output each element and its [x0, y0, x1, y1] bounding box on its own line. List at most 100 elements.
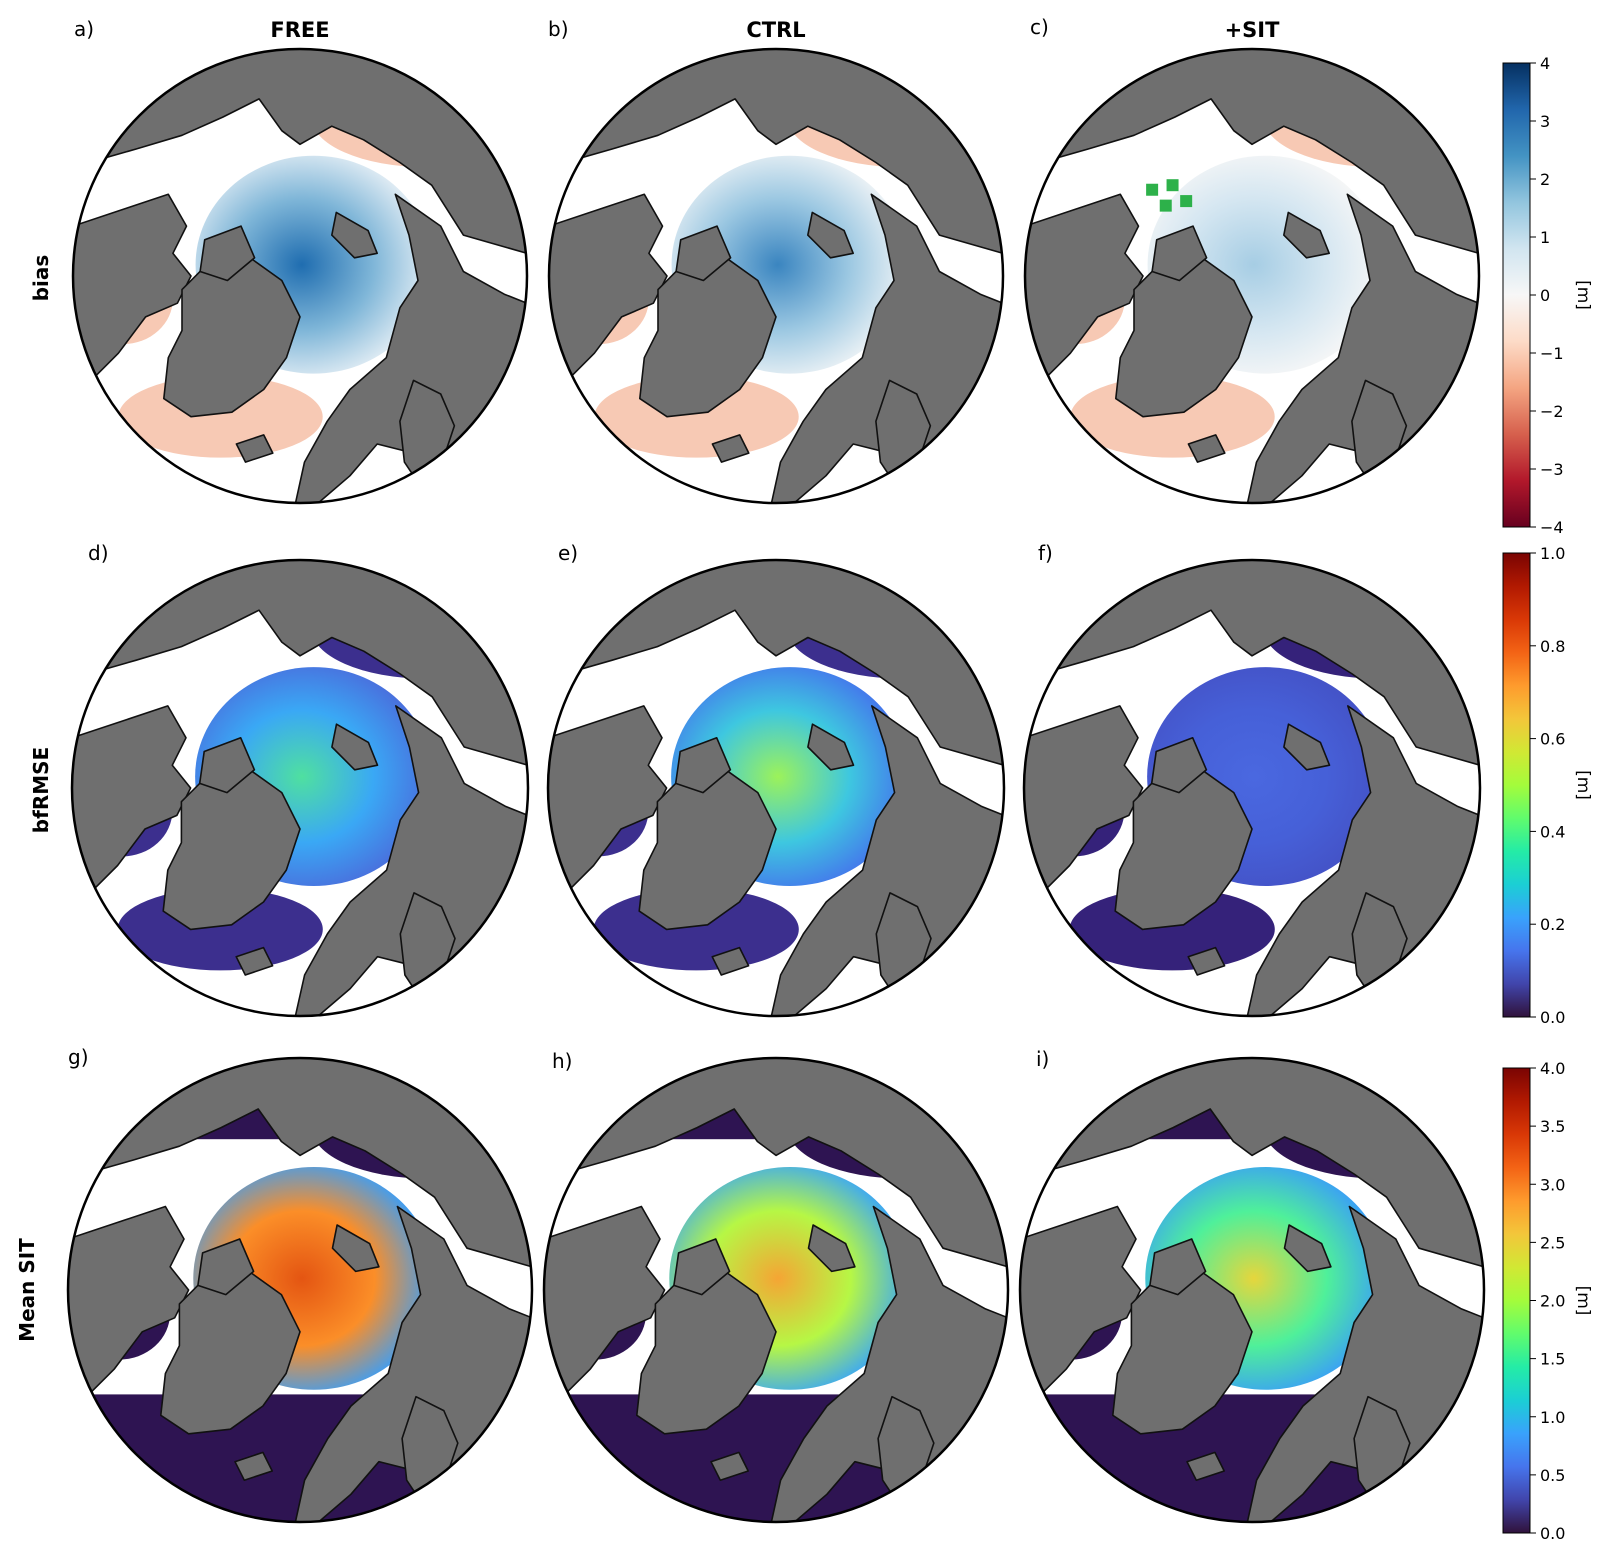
colorbar-tick-label: 3.5 [1540, 1117, 1565, 1136]
land-iceland [711, 946, 750, 976]
panel-label-b: b) [548, 17, 569, 41]
land-islands [1151, 225, 1208, 282]
colorbar-tick-label: −2 [1540, 402, 1564, 421]
land-iceland [711, 434, 750, 463]
map-boundary [542, 1056, 1010, 1524]
polar-map-b [549, 49, 1003, 503]
land-iceland [235, 434, 274, 463]
land-islands [198, 736, 256, 794]
observation-marker-4 [1180, 195, 1193, 208]
observation-marker-2 [1166, 179, 1179, 192]
land-islands [197, 1238, 255, 1296]
land-barentsIsl [1283, 211, 1330, 259]
land-islands [675, 225, 732, 282]
land-siberia [1020, 1058, 1484, 1268]
map-boundary [1022, 558, 1482, 1018]
land-barentsIsl [331, 723, 379, 771]
row-label-bias: bias [29, 255, 53, 302]
colorbar-tick-label: 0.5 [1540, 1466, 1565, 1485]
land-siberia [72, 560, 528, 767]
observation-marker-1 [1146, 183, 1159, 196]
colorbar-bfrmse: 1.0 0.8 0.6 0.4 0.2 0.0 [m] [1502, 544, 1593, 1027]
land-barentsIsl [807, 723, 855, 771]
colorbar-tick-label: 0.0 [1540, 1524, 1565, 1543]
colorbar-bias: 4 3 2 1 0 −1 −2 −3 −4 [m] [1502, 54, 1593, 537]
land-islands [199, 225, 256, 282]
colorbar-unit-label: [m] [1573, 770, 1593, 800]
row-label-bfrmse: bfRMSE [29, 747, 53, 833]
land-siberia [1024, 560, 1480, 767]
colorbar-tick-label: 0 [1540, 286, 1550, 305]
colorbar-gradient [1502, 1067, 1531, 1534]
row-label-mean-sit: Mean SIT [15, 1238, 39, 1342]
map-boundary [546, 558, 1006, 1018]
land-iceland [234, 1451, 274, 1481]
polar-map-g [68, 1058, 532, 1522]
land-barentsIsl [1283, 1224, 1332, 1273]
column-title-free: FREE [270, 18, 329, 42]
colorbar-tick-label: 3.0 [1540, 1175, 1565, 1194]
polar-map-a [73, 49, 527, 503]
polar-map-f [1024, 560, 1480, 1016]
colorbar-tick-label: 0.6 [1540, 730, 1565, 749]
panel-label-g: g) [68, 1045, 89, 1069]
colorbar-tick-label: 0.0 [1540, 1008, 1565, 1027]
observation-marker-3 [1159, 199, 1172, 212]
colorbar-tick-label: −4 [1540, 518, 1564, 537]
colorbar-gradient [1502, 552, 1531, 1018]
land-iceland [1186, 1451, 1225, 1481]
polar-map-h [544, 1058, 1008, 1522]
land-islands [1149, 1238, 1207, 1296]
land-iceland [710, 1451, 750, 1481]
colorbar-tick-label: 0.4 [1540, 822, 1565, 841]
map-boundary [71, 47, 529, 505]
polar-map-d [72, 560, 528, 1016]
land-iceland [1187, 946, 1226, 976]
colorbar-tick-label: 2.0 [1540, 1292, 1565, 1311]
land-iceland [1187, 434, 1226, 463]
map-boundary [547, 47, 1005, 505]
panel-label-f: f) [1038, 541, 1053, 565]
land-barentsIsl [331, 1224, 380, 1273]
land-iceland [235, 946, 274, 976]
panel-label-h: h) [552, 1049, 572, 1073]
colorbar-tick-label: 1.5 [1540, 1350, 1565, 1369]
map-boundary [1023, 47, 1481, 505]
land-islands [673, 1238, 731, 1296]
colorbar-tick-label: 3 [1540, 112, 1550, 131]
panel-label-c: c) [1030, 15, 1049, 39]
polar-map-e [548, 560, 1004, 1016]
column-title-sit: +SIT [1225, 18, 1281, 42]
colorbar-tick-label: 2.5 [1540, 1233, 1565, 1252]
colorbar-tick-label: 4 [1540, 54, 1550, 73]
colorbar-meansit: 4.0 3.5 3.0 2.5 2.0 1.5 1.0 0.5 0.0 [m] [1502, 1059, 1593, 1543]
colorbar-unit-label: [m] [1573, 280, 1593, 310]
land-siberia [1025, 49, 1479, 255]
land-islands [1150, 736, 1208, 794]
colorbar-unit-label: [m] [1573, 1286, 1593, 1316]
polar-map-i [1020, 1058, 1484, 1522]
land-siberia [68, 1058, 532, 1268]
polar-map-c [1025, 49, 1479, 503]
land-siberia [548, 560, 1004, 767]
colorbar-tick-label: 2 [1540, 170, 1550, 189]
panel-label-a: a) [74, 17, 94, 41]
colorbar-tick-label: 4.0 [1540, 1059, 1565, 1078]
land-siberia [549, 49, 1003, 255]
column-title-ctrl: CTRL [746, 18, 805, 42]
map-boundary [1018, 1056, 1486, 1524]
colorbar-tick-label: −3 [1540, 460, 1564, 479]
land-barentsIsl [806, 211, 855, 259]
panel-label-i: i) [1036, 1047, 1049, 1071]
panel-label-e: e) [558, 541, 578, 565]
colorbar-tick-label: 1.0 [1540, 1408, 1565, 1427]
land-barentsIsl [1283, 723, 1331, 771]
colorbar-tick-label: 0.2 [1540, 915, 1565, 934]
land-siberia [544, 1058, 1008, 1268]
colorbar-tick-label: 1.0 [1540, 544, 1565, 563]
land-siberia [73, 49, 527, 255]
land-barentsIsl [807, 1224, 856, 1273]
land-islands [674, 736, 732, 794]
colorbar-tick-label: 0.8 [1540, 637, 1565, 656]
